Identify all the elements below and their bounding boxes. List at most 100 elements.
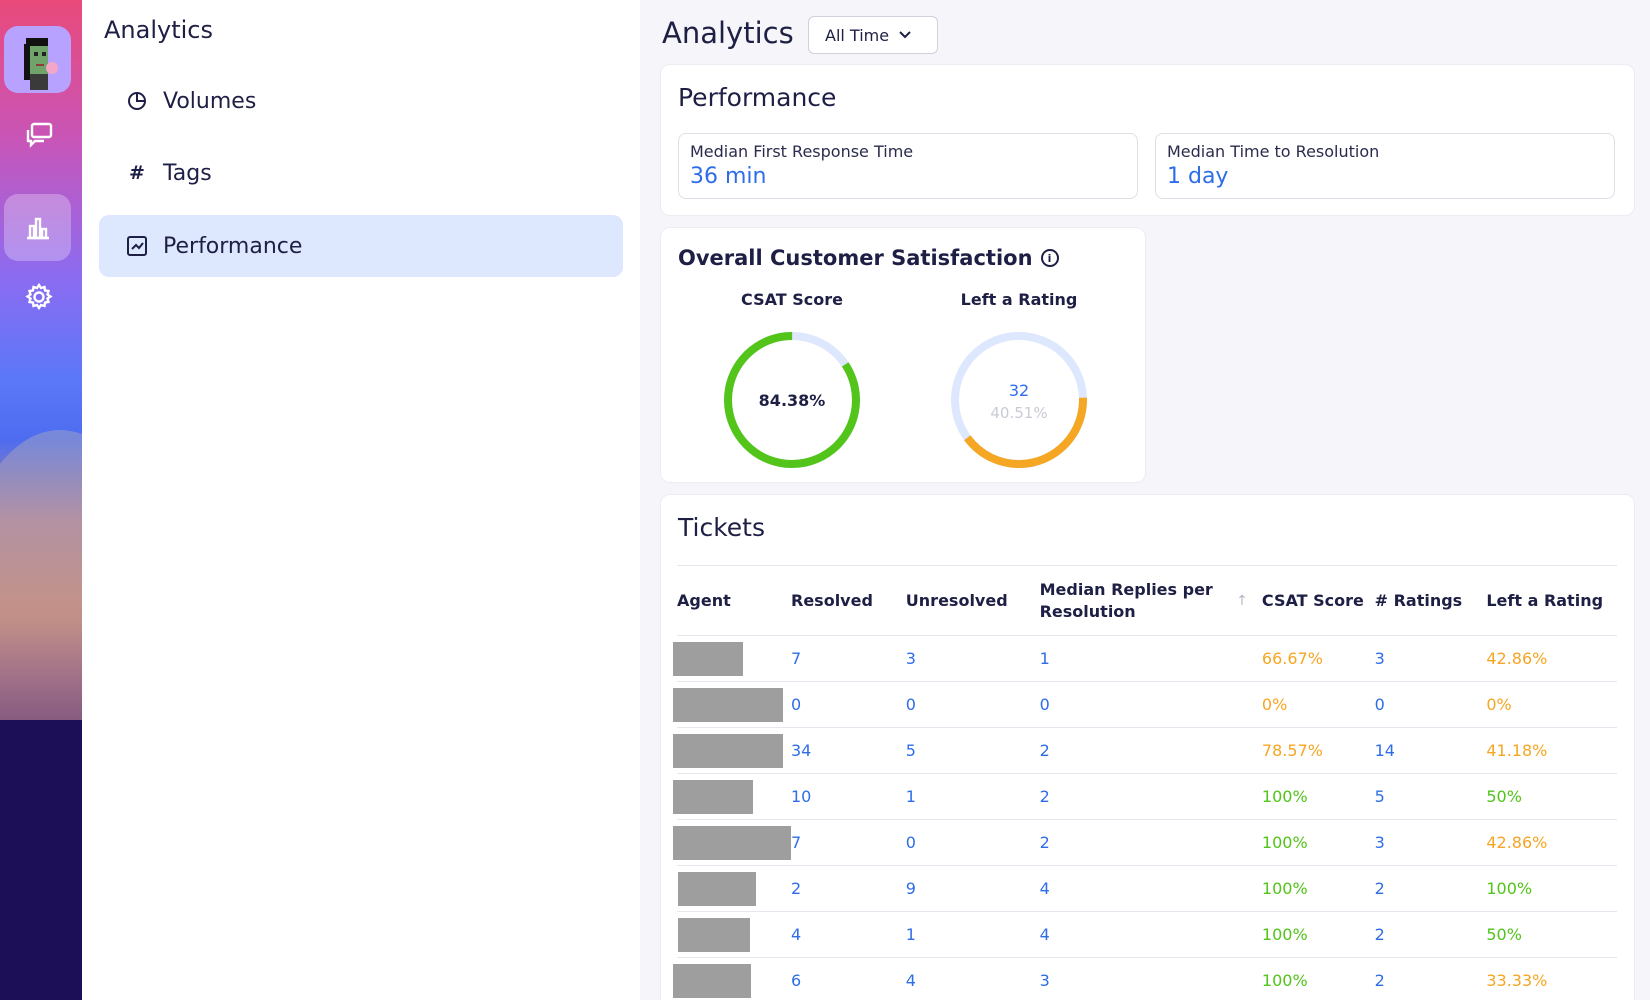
sidebar-item-performance[interactable]: Performance xyxy=(99,215,623,277)
agent-cell xyxy=(677,865,791,912)
left-rating-cell: 50% xyxy=(1486,911,1617,958)
csat-label: CSAT Score xyxy=(741,290,843,309)
spacer-cell xyxy=(1222,957,1262,1000)
agent-cell xyxy=(673,957,791,1000)
sidebar-item-volumes[interactable]: Volumes xyxy=(99,70,623,132)
date-range-dropdown[interactable]: All Time xyxy=(808,16,938,54)
column-header-ratings[interactable]: # Ratings xyxy=(1374,565,1487,636)
metric-time-to-resolution: Median Time to Resolution 1 day xyxy=(1155,133,1615,199)
sort-arrow-icon[interactable]: ↑ xyxy=(1222,565,1262,636)
settings-icon[interactable] xyxy=(22,280,56,314)
redacted-agent-name xyxy=(673,641,743,676)
date-range-label: All Time xyxy=(825,25,890,45)
redacted-agent-name xyxy=(673,825,791,860)
csat-cell: 66.67% xyxy=(1261,635,1375,682)
unresolved-cell: 4 xyxy=(905,957,1040,1000)
table-header-row: Agent Resolved Unresolved Median Replies… xyxy=(677,565,1617,636)
table-row[interactable]: 34 5 2 78.57% 14 41.18% xyxy=(673,727,1617,774)
column-header-unresolved[interactable]: Unresolved xyxy=(905,565,1040,636)
left-rating-cell: 41.18% xyxy=(1486,727,1617,774)
unresolved-cell: 0 xyxy=(905,819,1040,866)
table-row[interactable]: 4 1 4 100% 2 50% xyxy=(677,911,1617,958)
sidebar-item-label: Volumes xyxy=(163,88,257,114)
agent-cell xyxy=(673,819,791,866)
spacer-cell xyxy=(1222,727,1262,774)
column-header-csat[interactable]: CSAT Score xyxy=(1261,565,1375,636)
info-icon[interactable]: i xyxy=(1040,249,1059,267)
unresolved-cell: 1 xyxy=(905,773,1040,820)
ratings-cell: 3 xyxy=(1374,819,1487,866)
hash-icon: # xyxy=(129,162,145,184)
column-header-resolved[interactable]: Resolved xyxy=(791,565,906,636)
resolved-cell: 7 xyxy=(791,635,906,682)
ratings-cell: 2 xyxy=(1374,911,1487,958)
agent-cell xyxy=(673,727,791,774)
agent-cell xyxy=(673,681,791,728)
line-chart-icon xyxy=(125,234,149,258)
replies-cell: 0 xyxy=(1039,681,1223,728)
csat-donut: 84.38% xyxy=(724,332,860,468)
replies-cell: 4 xyxy=(1039,865,1223,912)
left-rating-cell: 50% xyxy=(1486,773,1617,820)
table-row[interactable]: 2 9 4 100% 2 100% xyxy=(677,865,1617,912)
column-header-median-replies[interactable]: Median Replies per Resolution xyxy=(1039,565,1223,636)
table-row[interactable]: 6 4 3 100% 2 33.33% xyxy=(673,957,1617,1000)
page-title: Analytics xyxy=(662,16,794,50)
ratings-cell: 5 xyxy=(1374,773,1487,820)
redacted-agent-name xyxy=(678,871,756,906)
sidebar-item-tags[interactable]: # Tags xyxy=(99,142,623,204)
tickets-card: Tickets Agent Resolved Unresolved Median… xyxy=(660,494,1635,1000)
sidebar-title: Analytics xyxy=(104,16,213,44)
agent-cell xyxy=(673,773,791,820)
main-content: Analytics All Time Performance Median Fi… xyxy=(640,0,1650,1000)
table-row[interactable]: 0 0 0 0% 0 0% xyxy=(673,681,1617,728)
tickets-title: Tickets xyxy=(678,513,765,542)
left-rating-count: 32 xyxy=(1009,381,1029,400)
spacer-cell xyxy=(1222,911,1262,958)
redacted-agent-name xyxy=(678,917,750,952)
chevron-down-icon xyxy=(899,28,911,42)
ratings-cell: 2 xyxy=(1374,865,1487,912)
table-row[interactable]: 7 0 2 100% 3 42.86% xyxy=(673,819,1617,866)
bar-chart-icon xyxy=(26,217,49,239)
performance-title: Performance xyxy=(678,83,837,112)
metric-label: Median First Response Time xyxy=(690,142,914,161)
metric-first-response: Median First Response Time 36 min xyxy=(678,133,1138,199)
replies-cell: 2 xyxy=(1039,773,1223,820)
csat-cell: 78.57% xyxy=(1261,727,1375,774)
satisfaction-title-text: Overall Customer Satisfaction xyxy=(678,246,1033,270)
left-rating-cell: 42.86% xyxy=(1486,819,1617,866)
ratings-cell: 0 xyxy=(1374,681,1487,728)
resolved-cell: 6 xyxy=(791,957,906,1000)
spacer-cell xyxy=(1222,865,1262,912)
table-row[interactable]: 10 1 2 100% 5 50% xyxy=(673,773,1617,820)
csat-ring-fill xyxy=(724,332,860,468)
spacer-cell xyxy=(1222,819,1262,866)
metric-value: 1 day xyxy=(1167,164,1229,189)
csat-cell: 100% xyxy=(1261,773,1375,820)
analytics-nav-button[interactable] xyxy=(4,194,71,261)
unresolved-cell: 9 xyxy=(905,865,1040,912)
resolved-cell: 10 xyxy=(791,773,906,820)
column-header-left-rating[interactable]: Left a Rating xyxy=(1486,565,1617,636)
redacted-agent-name xyxy=(673,687,783,722)
performance-card: Performance Median First Response Time 3… xyxy=(660,64,1635,216)
ratings-cell: 3 xyxy=(1374,635,1487,682)
avatar[interactable] xyxy=(4,26,71,93)
unresolved-cell: 5 xyxy=(905,727,1040,774)
redacted-agent-name xyxy=(673,779,753,814)
table-row[interactable]: 7 3 1 66.67% 3 42.86% xyxy=(673,635,1617,682)
spacer-cell xyxy=(1222,635,1262,682)
metric-label: Median Time to Resolution xyxy=(1167,142,1380,161)
agent-cell xyxy=(673,635,791,682)
left-rating-cell: 0% xyxy=(1486,681,1617,728)
resolved-cell: 34 xyxy=(791,727,906,774)
unresolved-cell: 3 xyxy=(905,635,1040,682)
conversations-icon[interactable] xyxy=(22,118,56,152)
resolved-cell: 7 xyxy=(791,819,906,866)
left-rating-cell: 33.33% xyxy=(1486,957,1617,1000)
ratings-cell: 2 xyxy=(1374,957,1487,1000)
unresolved-cell: 0 xyxy=(905,681,1040,728)
satisfaction-card: Overall Customer Satisfaction i CSAT Sco… xyxy=(660,227,1146,483)
column-header-agent[interactable]: Agent xyxy=(677,565,791,636)
